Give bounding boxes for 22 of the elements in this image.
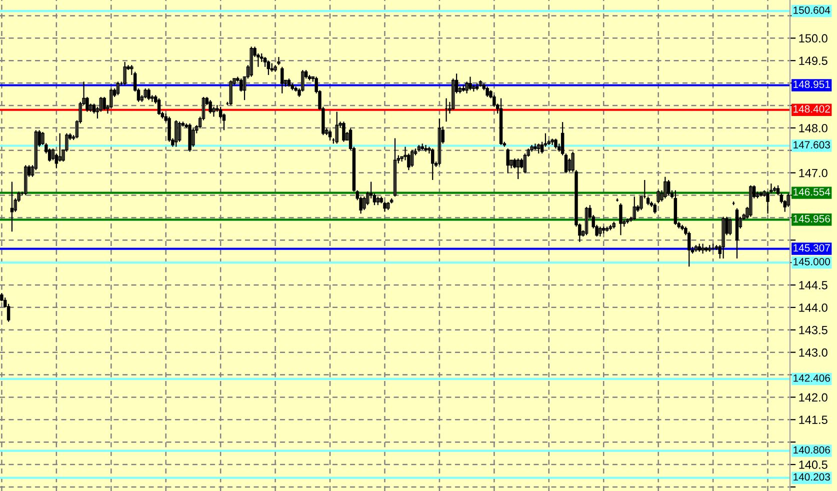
y-tick-label: 142.0 bbox=[799, 393, 828, 402]
ref-line-label: 142.406 bbox=[794, 374, 830, 382]
ref-line-label: 148.951 bbox=[794, 80, 830, 88]
ref-line-label: 146.554 bbox=[794, 188, 830, 196]
y-tick-label: 143.0 bbox=[799, 348, 828, 357]
ref-line-label: 145.956 bbox=[794, 215, 830, 222]
y-tick-label: 148.0 bbox=[799, 124, 828, 132]
ref-line-label: 140.806 bbox=[794, 446, 830, 454]
ref-line-label: 148.402 bbox=[794, 105, 830, 113]
y-tick-label: 140.5 bbox=[799, 460, 828, 469]
ref-line-label: 140.203 bbox=[794, 473, 830, 481]
ref-line-label: 147.603 bbox=[794, 141, 830, 149]
ref-line-label: 150.604 bbox=[794, 6, 830, 14]
y-tick-label: 144.0 bbox=[799, 303, 828, 312]
y-tick-label: 150.0 bbox=[799, 34, 828, 43]
y-tick-label: 141.5 bbox=[799, 416, 828, 424]
y-tick-label: 143.5 bbox=[799, 326, 828, 334]
y-tick-label: 149.5 bbox=[799, 56, 828, 65]
ref-line-label: 145.000 bbox=[794, 258, 830, 266]
y-tick-label: 147.0 bbox=[799, 168, 828, 178]
ref-line-label: 145.307 bbox=[794, 244, 830, 252]
y-tick-label: 144.5 bbox=[799, 281, 828, 290]
